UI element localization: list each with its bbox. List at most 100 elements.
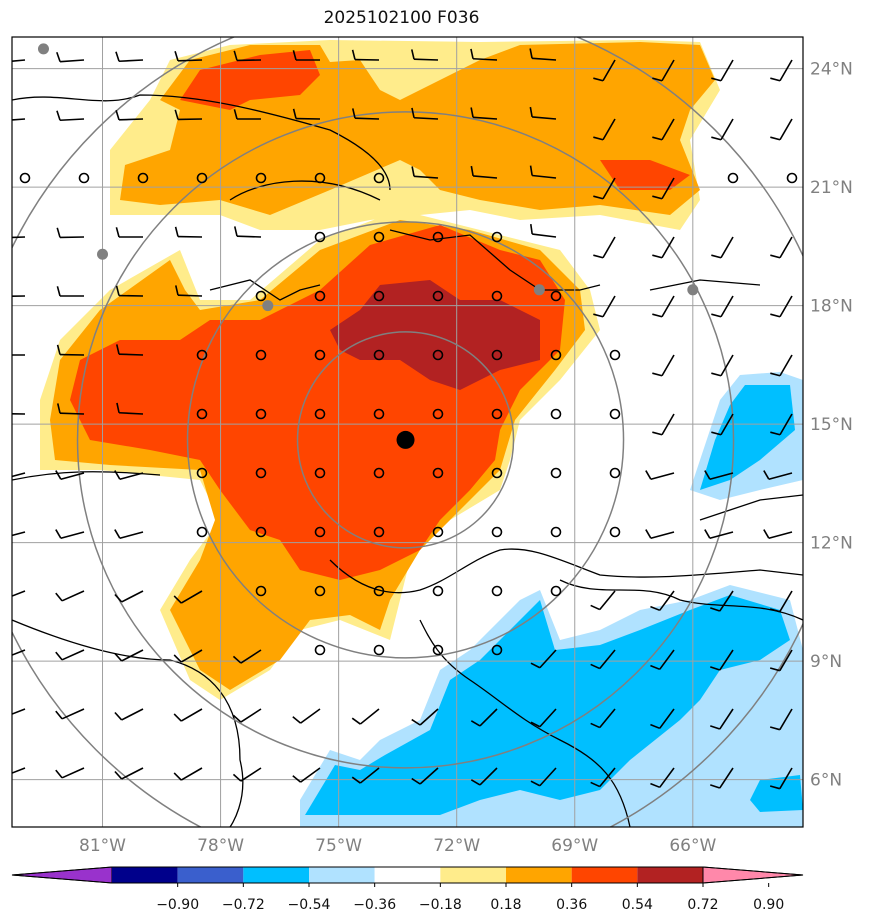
barb-staff [602, 177, 616, 200]
wind-barb [652, 295, 675, 318]
wind-barb [12, 767, 26, 774]
wind-barb [292, 108, 321, 120]
calm-marker [550, 408, 562, 420]
barb-flag [0, 710, 3, 718]
barb-flag [652, 431, 663, 436]
wind-barb [529, 106, 557, 120]
wind-barb [114, 470, 144, 480]
calm-marker [432, 290, 444, 302]
colorbar-segment [112, 867, 178, 883]
barb-staff [12, 767, 26, 774]
calm-marker [314, 585, 326, 597]
barb-staff [602, 59, 616, 82]
barb-flag [351, 108, 356, 119]
barb-staff [599, 590, 616, 611]
barb-staff [60, 531, 85, 539]
colorbar-extend-high [702, 866, 804, 884]
wind-barb [12, 236, 26, 239]
map-frame [11, 36, 804, 828]
barb-flag [411, 166, 415, 177]
barb-staff [719, 767, 734, 789]
wind-barb [530, 649, 557, 669]
wind-barb [233, 50, 262, 62]
barb-flag [770, 254, 781, 259]
barb-flag [711, 136, 722, 141]
wind-barb [174, 109, 203, 121]
lon-tick-label: 72°W [433, 836, 480, 856]
barb-flag [351, 49, 356, 60]
barb-staff [472, 57, 498, 61]
barb-flag [704, 470, 711, 480]
calm-marker [19, 172, 31, 184]
latitude-labels: 24°N 21°N 18°N 15°N 12°N 9°N 6°N [810, 60, 853, 791]
barb-staff [12, 118, 26, 121]
wind-barb [114, 767, 144, 780]
barb-flag [711, 254, 722, 259]
barb-staff [121, 649, 144, 662]
wind-barb [711, 413, 734, 436]
wind-barb [12, 412, 26, 415]
colorbar-segment [571, 867, 638, 883]
wind-barb [704, 470, 734, 480]
wind-barb [173, 708, 203, 722]
barb-flag [174, 109, 179, 120]
barb-flag [529, 224, 533, 235]
barb-staff [59, 412, 85, 415]
wind-barb [593, 295, 616, 318]
barb-flag [292, 716, 302, 724]
lat-tick-label: 9°N [810, 652, 842, 672]
calm-marker [255, 349, 267, 361]
barb-flag [590, 663, 601, 670]
colorbar-segment [506, 867, 572, 883]
colorbar-segment [374, 867, 441, 883]
wind-barb [530, 708, 557, 728]
wind-barb [114, 590, 144, 603]
barb-staff [650, 531, 675, 539]
wind-barb [232, 708, 262, 723]
barb-staff [661, 295, 675, 318]
barb-flag [411, 107, 415, 118]
wind-barbs [0, 48, 798, 790]
barb-staff [599, 767, 616, 788]
barb-staff [599, 649, 616, 670]
lat-tick-label: 21°N [810, 178, 853, 198]
wind-barb [12, 118, 26, 121]
calm-marker [255, 408, 267, 420]
colorbar-tick-label: 0.54 [622, 897, 653, 913]
barb-flag [652, 313, 663, 318]
barb-flag [232, 773, 242, 782]
colorbar-tick-label: 0.36 [556, 897, 587, 913]
calm-marker [550, 585, 562, 597]
colorbar-segment [309, 867, 375, 883]
calm-marker [432, 231, 444, 243]
barb-flag [114, 711, 123, 721]
calm-marker [255, 526, 267, 538]
barb-flag [411, 777, 421, 785]
barb-flag [173, 713, 182, 722]
barb-staff [473, 175, 498, 179]
wind-barb [411, 708, 439, 726]
barb-staff [61, 708, 85, 720]
wind-barb [12, 295, 26, 298]
calm-marker [432, 408, 444, 420]
barb-flag [0, 530, 2, 539]
barb-staff [118, 353, 144, 356]
barb-staff [768, 531, 793, 539]
calm-marker [314, 467, 326, 479]
colorbar-tick-label: −0.72 [222, 897, 265, 913]
barb-flag [650, 605, 661, 612]
barb-flag [114, 529, 121, 539]
barb-flag [470, 165, 474, 177]
barb-staff [61, 649, 85, 661]
wind-barb [56, 227, 85, 239]
barb-flag [292, 775, 302, 783]
barb-staff [119, 472, 144, 480]
calm-marker [196, 526, 208, 538]
barb-flag [55, 651, 63, 661]
wind-barb [12, 354, 25, 356]
wind-barb [233, 109, 261, 120]
range-rings [12, 37, 803, 827]
barb-staff [768, 472, 793, 480]
barb-flag [411, 718, 421, 726]
barb-flag [115, 285, 120, 296]
